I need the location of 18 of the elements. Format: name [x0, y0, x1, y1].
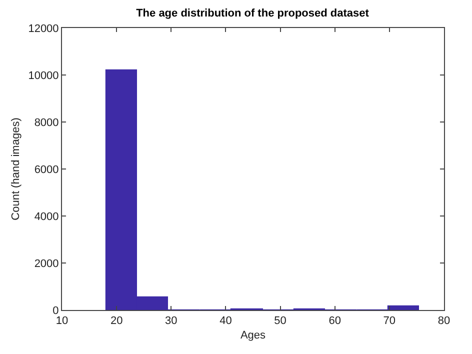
y-tick-label: 8000	[34, 116, 59, 129]
x-tick-label: 60	[328, 315, 341, 328]
x-tick-label: 30	[165, 315, 178, 328]
x-tick-label: 70	[383, 315, 396, 328]
x-tick-label: 80	[438, 315, 450, 328]
x-tick-label: 20	[110, 315, 123, 328]
x-tick-label: 10	[56, 315, 68, 328]
y-tick-label: 12000	[28, 22, 59, 35]
y-axis-title: Count (hand images)	[10, 118, 22, 220]
x-tick-label: 40	[220, 315, 232, 328]
chart-title: The age distribution of the proposed dataset	[136, 8, 370, 20]
y-tick-label: 2000	[34, 258, 59, 270]
x-axis-title: Ages	[240, 329, 266, 342]
y-tick-label: 0	[52, 304, 59, 317]
y-tick-label: 6000	[34, 164, 59, 176]
x-tick-label: 50	[274, 315, 286, 328]
y-tick-label: 4000	[34, 210, 59, 223]
y-tick-label: 10000	[28, 70, 59, 82]
